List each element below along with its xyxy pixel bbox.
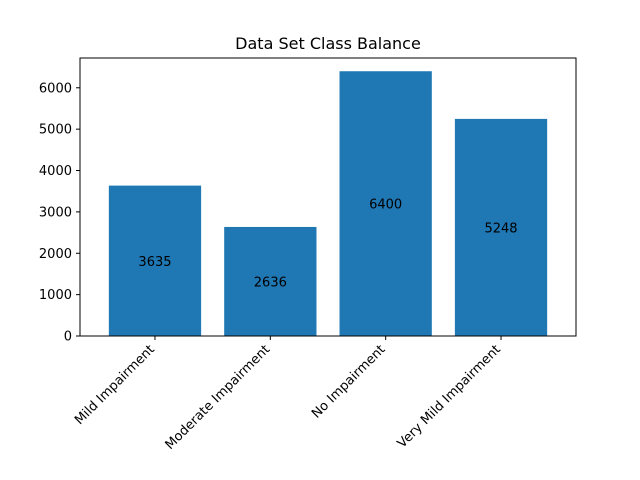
y-tick-label-1: 1000 (39, 288, 72, 303)
y-tick-label-6: 6000 (39, 81, 72, 96)
bar-1 (224, 226, 317, 336)
bar-3 (454, 118, 548, 337)
bar-value-label-0: 3635 (138, 255, 171, 270)
chart-title: Data Set Class Balance (235, 34, 421, 53)
bar-value-label-3: 5248 (484, 221, 517, 236)
bar-value-label-1: 2636 (254, 275, 287, 290)
y-tick-label-3: 3000 (39, 205, 72, 220)
y-tick-label-5: 5000 (39, 123, 72, 138)
axes-frame (79, 57, 577, 337)
bar-value-label-2: 6400 (369, 198, 402, 213)
y-tick-label-0: 0 (64, 330, 72, 345)
bar-2 (339, 71, 432, 337)
x-tick-label-3: Very Mild Impairment (395, 342, 504, 451)
plot-area: 3635 2636 6400 5248 0 1000 2000 3000 4000 5000 600… (39, 57, 577, 453)
y-tick-label-4: 4000 (39, 164, 72, 179)
x-tick-label-2: No Impairment (309, 342, 388, 421)
bar-0 (108, 185, 202, 336)
x-tick-label-1: Moderate Impairment (163, 342, 274, 453)
y-tick-label-2: 2000 (39, 247, 72, 262)
x-tick-label-0: Mild Impairment (72, 342, 158, 428)
